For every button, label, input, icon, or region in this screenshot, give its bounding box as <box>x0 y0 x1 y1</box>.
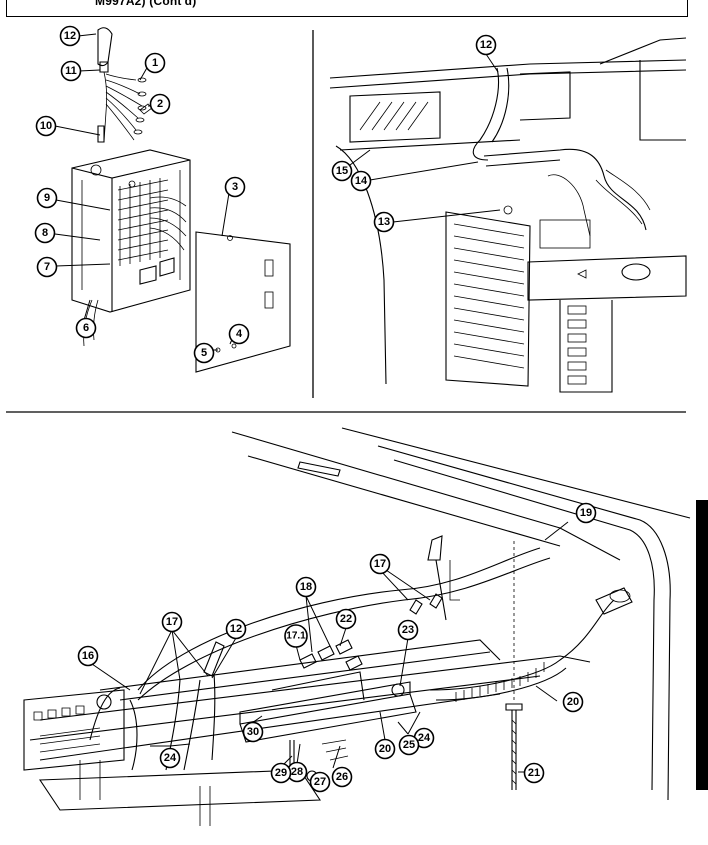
junction-box-illustration <box>71 27 291 373</box>
svg-text:17: 17 <box>166 616 178 628</box>
callout-22: 22 <box>335 608 357 630</box>
svg-text:12: 12 <box>64 30 76 42</box>
callout-1: 1 <box>144 52 166 74</box>
callout-20-right: 20 <box>562 691 584 713</box>
svg-text:17.1: 17.1 <box>286 631 306 642</box>
callout-24-left: 24 <box>159 747 181 769</box>
callout-17-1: 17.1 <box>284 624 308 648</box>
svg-text:5: 5 <box>201 347 207 359</box>
svg-text:3: 3 <box>232 181 238 193</box>
page-title: M997A2) (Cont'd) <box>95 0 197 8</box>
callout-27: 27 <box>309 771 331 793</box>
cab-interior-illustration <box>329 37 687 393</box>
callout-21: 21 <box>523 762 545 784</box>
svg-text:4: 4 <box>236 328 243 340</box>
svg-text:21: 21 <box>528 767 540 779</box>
header-box: M997A2) (Cont'd) <box>6 0 688 17</box>
callout-11: 11 <box>60 60 82 82</box>
svg-text:28: 28 <box>291 766 303 778</box>
svg-text:7: 7 <box>44 261 50 273</box>
callout-12-bottom: 12 <box>225 618 247 640</box>
section-thumb-tab <box>696 500 708 790</box>
svg-text:29: 29 <box>275 767 287 779</box>
callout-4: 4 <box>228 323 250 345</box>
callout-7: 7 <box>36 256 58 278</box>
callout-30: 30 <box>242 721 264 743</box>
callout-3: 3 <box>224 176 246 198</box>
callout-14: 14 <box>350 170 372 192</box>
callout-18: 18 <box>295 576 317 598</box>
svg-text:2: 2 <box>157 98 163 110</box>
callout-2: 2 <box>149 93 171 115</box>
callout-19: 19 <box>575 502 597 524</box>
svg-text:13: 13 <box>378 216 390 228</box>
svg-text:1: 1 <box>152 57 158 69</box>
callout-9: 9 <box>36 187 58 209</box>
svg-text:25: 25 <box>403 739 415 751</box>
svg-text:12: 12 <box>230 623 242 635</box>
svg-text:18: 18 <box>300 581 312 593</box>
callout-12-top-left: 12 <box>59 25 81 47</box>
callout-16: 16 <box>77 645 99 667</box>
svg-text:24: 24 <box>418 732 431 744</box>
callout-12-top-right: 12 <box>475 34 497 56</box>
callout-24-right: 24 <box>413 727 435 749</box>
callout-23: 23 <box>397 619 419 641</box>
callout-28: 28 <box>286 761 308 783</box>
svg-text:9: 9 <box>44 192 50 204</box>
callout-26: 26 <box>331 766 353 788</box>
svg-text:26: 26 <box>336 771 348 783</box>
callout-13: 13 <box>373 211 395 233</box>
callout-6: 6 <box>75 317 97 339</box>
svg-text:11: 11 <box>65 65 77 77</box>
svg-text:24: 24 <box>164 752 177 764</box>
svg-text:19: 19 <box>580 507 592 519</box>
svg-text:14: 14 <box>355 175 368 187</box>
svg-text:6: 6 <box>83 322 89 334</box>
callout-17-left: 17 <box>161 611 183 633</box>
svg-text:15: 15 <box>336 165 348 177</box>
svg-text:12: 12 <box>480 39 492 51</box>
callout-17-right: 17 <box>369 553 391 575</box>
svg-text:8: 8 <box>42 227 48 239</box>
svg-text:16: 16 <box>82 650 94 662</box>
callout-15: 15 <box>331 160 353 182</box>
callout-29: 29 <box>270 762 292 784</box>
svg-text:27: 27 <box>314 776 326 788</box>
callout-25: 25 <box>398 734 420 756</box>
svg-text:23: 23 <box>402 624 414 636</box>
overhead-harness-illustration <box>23 427 691 826</box>
svg-text:17: 17 <box>374 558 386 570</box>
svg-text:30: 30 <box>247 726 259 738</box>
callout-10: 10 <box>35 115 57 137</box>
svg-text:20: 20 <box>379 743 391 755</box>
svg-text:22: 22 <box>340 613 352 625</box>
callout-8: 8 <box>34 222 56 244</box>
svg-text:20: 20 <box>567 696 579 708</box>
callout-20-bottom: 20 <box>374 738 396 760</box>
svg-text:10: 10 <box>40 120 52 132</box>
callout-5: 5 <box>193 342 215 364</box>
